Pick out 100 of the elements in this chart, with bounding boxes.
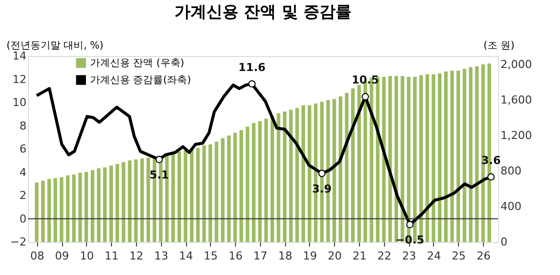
- bar: [282, 111, 286, 242]
- bar: [289, 110, 293, 242]
- bar: [96, 168, 101, 242]
- bar: [214, 142, 218, 242]
- point: [318, 170, 326, 178]
- bar: [208, 144, 212, 242]
- data-label: 11.6: [238, 60, 266, 74]
- bar: [332, 99, 336, 242]
- y2-tick-label: 2,000: [500, 58, 532, 71]
- bar: [382, 76, 386, 242]
- bar: [78, 172, 82, 242]
- x-tick-label: 19: [302, 250, 317, 262]
- x-tick-label: 14: [179, 250, 194, 262]
- x-tick-label: 22: [377, 250, 392, 262]
- bar: [258, 121, 262, 242]
- bar: [227, 135, 231, 242]
- y2-tick-label: 800: [500, 164, 522, 178]
- bar: [116, 164, 120, 242]
- bar: [84, 172, 88, 242]
- bar: [66, 175, 70, 242]
- bar: [246, 126, 250, 242]
- x-tick-label: 21: [352, 250, 367, 262]
- point: [156, 156, 163, 164]
- legend-label: 가계신용 잔액 (우축): [90, 58, 184, 69]
- bar: [202, 145, 206, 242]
- x-tick-label: 13: [154, 250, 168, 262]
- bar: [41, 180, 45, 242]
- y-tick-label: −2: [10, 236, 26, 248]
- bar: [140, 158, 144, 242]
- x-tick-label: 26: [476, 250, 491, 262]
- bar: [54, 178, 58, 242]
- y-tick-label: 8: [20, 119, 26, 132]
- bar: [444, 72, 448, 242]
- bar: [270, 116, 274, 242]
- bar: [171, 153, 175, 242]
- y-tick-label: 6: [20, 142, 26, 156]
- bar: [450, 70, 454, 242]
- bar: [122, 162, 126, 242]
- y-tick-label: 0: [20, 212, 26, 226]
- bar: [178, 151, 182, 242]
- point: [406, 220, 414, 228]
- x-tick-label: 25: [452, 250, 466, 262]
- bar: [109, 166, 113, 242]
- bar: [240, 130, 244, 242]
- point: [487, 173, 495, 181]
- bar: [190, 150, 194, 242]
- bar: [468, 67, 472, 242]
- bar: [462, 68, 466, 242]
- x-tick-label: 12: [129, 250, 144, 262]
- bar: [344, 92, 348, 242]
- bar: [233, 132, 237, 242]
- y2-tick-label: 1,200: [500, 128, 532, 142]
- x-tick-label: 15: [204, 250, 218, 262]
- y-tick-label: 12: [12, 72, 26, 86]
- bar: [128, 160, 132, 242]
- x-tick-label: 10: [80, 250, 94, 262]
- bar: [34, 182, 39, 242]
- legend-label: 가계신용 증감률(좌축): [90, 75, 192, 86]
- bar: [338, 96, 342, 242]
- bar: [90, 170, 94, 242]
- bar: [146, 158, 150, 242]
- x-tick-label: 23: [402, 250, 416, 262]
- bar: [276, 113, 280, 242]
- bar: [60, 177, 64, 242]
- x-tick-label: 17: [253, 250, 268, 262]
- bar: [72, 174, 76, 242]
- chart-title: 가계신용 잔액 및 증감률: [174, 2, 352, 21]
- bar: [357, 84, 361, 242]
- x-tick-label: 08: [30, 250, 44, 262]
- x-tick-label: 16: [228, 250, 243, 262]
- bar: [351, 88, 355, 242]
- point: [248, 80, 256, 88]
- bar: [134, 159, 138, 242]
- x-tick-label: 20: [328, 250, 342, 262]
- x-tick-label: 11: [104, 250, 119, 262]
- y2-tick-label: 400: [500, 200, 522, 213]
- bar: [196, 148, 200, 242]
- x-tick-label: 24: [426, 250, 441, 262]
- x-tick-label: 18: [278, 250, 292, 262]
- x-tick-label: 09: [55, 250, 70, 262]
- y-tick-label: 4: [20, 166, 26, 179]
- bar: [475, 66, 479, 242]
- y2-tick-label: 1,600: [500, 93, 532, 106]
- bar: [388, 76, 392, 242]
- point: [362, 93, 369, 100]
- bar: [47, 178, 51, 242]
- y2-tick-label: 0: [500, 236, 508, 248]
- y2-axis-title: (조 원): [484, 40, 515, 52]
- bar: [438, 73, 442, 242]
- bar: [432, 74, 436, 242]
- bar: [308, 105, 312, 242]
- y-axis-title: (전년동기말 대비, %): [6, 40, 104, 52]
- bar: [103, 167, 107, 242]
- y-tick-label: 14: [12, 50, 26, 62]
- bar: [264, 118, 268, 242]
- y-tick-label: 10: [12, 96, 26, 109]
- bar: [184, 150, 188, 242]
- bar: [301, 105, 306, 242]
- bar: [252, 123, 256, 242]
- bar: [295, 108, 299, 242]
